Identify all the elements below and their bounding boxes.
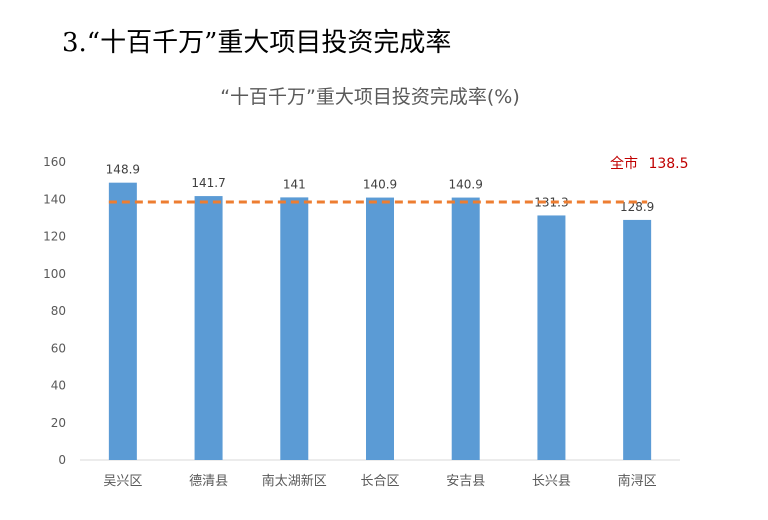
slide-title: 3.“十百千万”重大项目投资完成率 — [62, 28, 452, 58]
bar-value-label: 128.9 — [620, 200, 654, 214]
y-tick-label: 140 — [43, 192, 66, 206]
category-label: 长合区 — [360, 474, 399, 489]
category-label: 长兴县 — [532, 474, 571, 489]
y-axis-ticks: 0 20 40 60 80 100 120 140 160 — [43, 155, 66, 467]
city-average-label-value: 138.5 — [648, 156, 688, 172]
category-label: 南太湖新区 — [262, 473, 327, 489]
category-label: 吴兴区 — [103, 474, 142, 489]
city-average-label: 全市 138.5 — [610, 155, 689, 172]
chart-title: “十百千万”重大项目投资完成率(%) — [220, 86, 520, 108]
bar — [451, 197, 480, 461]
bar — [108, 182, 137, 460]
y-tick-label: 160 — [43, 155, 66, 169]
bars — [108, 182, 652, 461]
y-tick-label: 80 — [51, 304, 66, 318]
bar-value-label: 140.9 — [449, 178, 483, 192]
y-tick-label: 100 — [43, 267, 66, 281]
y-tick-label: 20 — [51, 416, 66, 430]
bar — [280, 197, 309, 460]
category-label: 德清县 — [189, 474, 228, 489]
bar-value-label: 141.7 — [191, 176, 225, 190]
category-label: 南浔区 — [618, 473, 657, 489]
bar — [623, 219, 652, 460]
bar — [537, 215, 566, 460]
bar-value-label: 148.9 — [106, 163, 140, 177]
bar-value-label: 140.9 — [363, 178, 397, 192]
category-label: 安吉县 — [446, 474, 485, 489]
category-labels: 吴兴区 德清县 南太湖新区 长合区 安吉县 长兴县 南浔区 — [103, 473, 656, 489]
bar-value-label: 141 — [283, 177, 306, 191]
y-tick-label: 40 — [51, 379, 66, 393]
y-tick-label: 60 — [51, 341, 66, 355]
city-average-label-prefix: 全市 — [610, 155, 638, 172]
y-tick-label: 0 — [58, 453, 66, 467]
y-tick-label: 120 — [43, 230, 66, 244]
bar — [194, 196, 223, 461]
bar — [366, 197, 394, 461]
